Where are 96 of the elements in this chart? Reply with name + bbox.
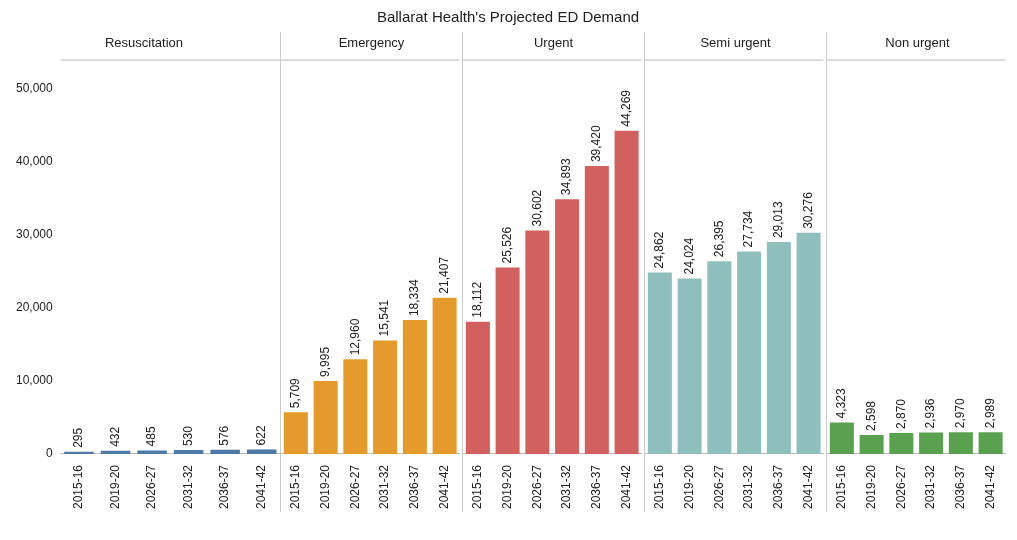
data-label: 24,024	[681, 237, 696, 275]
bar	[859, 434, 884, 454]
bar	[889, 433, 914, 454]
bar	[948, 432, 973, 454]
data-label: 576	[217, 425, 232, 446]
bar	[402, 320, 427, 454]
x-tick-label: 2026-27	[893, 464, 908, 510]
chart-title: Non urgent	[885, 35, 951, 51]
data-label: 432	[107, 426, 122, 447]
x-tick-label: 2036-37	[407, 464, 422, 510]
x-tick-label: 2019-20	[317, 464, 332, 510]
bar	[465, 321, 490, 454]
x-tick-label: 2026-27	[711, 464, 726, 510]
x-tick-label: 2019-20	[499, 464, 514, 510]
data-label: 485	[144, 426, 159, 447]
bar	[829, 422, 854, 454]
bar	[796, 232, 821, 454]
x-tick-label: 2041-42	[982, 464, 997, 510]
data-label: 2,870	[893, 398, 908, 429]
data-label: 15,541	[377, 299, 392, 337]
bar	[978, 432, 1003, 454]
x-tick-label: 2036-37	[217, 464, 232, 510]
data-label: 5,709	[288, 377, 303, 409]
x-tick-label: 2015-16	[834, 464, 849, 510]
data-label: 2,598	[863, 400, 878, 431]
bar	[766, 242, 791, 454]
data-label: 530	[180, 425, 195, 447]
x-tick-label: 2031-32	[923, 464, 938, 510]
chart-title: Urgent	[533, 35, 574, 51]
y-tick-label: 10,000	[16, 373, 54, 388]
data-label: 24,862	[652, 231, 667, 269]
bar	[495, 267, 520, 454]
x-tick-label: 2036-37	[771, 464, 786, 510]
data-label: 34,893	[559, 158, 574, 196]
chart-title: Emergency	[338, 35, 405, 51]
y-tick-label: 40,000	[16, 154, 54, 169]
bar	[737, 251, 762, 454]
x-tick-label: 2026-27	[347, 464, 362, 510]
data-label: 30,602	[529, 189, 544, 227]
y-tick-label: 50,000	[16, 81, 54, 96]
x-tick-label: 2041-42	[436, 464, 451, 510]
bar	[677, 278, 702, 454]
chart-title: Semi urgent	[700, 35, 771, 51]
data-label: 622	[254, 425, 269, 446]
bar	[343, 359, 368, 454]
x-tick-label: 2031-32	[377, 464, 392, 510]
y-tick-label: 0	[46, 446, 54, 461]
x-tick-label: 2031-32	[741, 464, 756, 510]
bar	[647, 272, 672, 454]
x-tick-label: 2015-16	[288, 464, 303, 510]
data-label: 39,420	[589, 125, 604, 163]
x-tick-label: 2015-16	[71, 464, 86, 510]
bar	[584, 166, 609, 454]
data-label: 295	[71, 427, 86, 448]
x-tick-label: 2041-42	[618, 464, 633, 510]
y-tick-label: 30,000	[16, 227, 54, 242]
x-tick-label: 2019-20	[863, 464, 878, 510]
x-tick-label: 2026-27	[144, 464, 159, 510]
bar	[373, 340, 398, 454]
x-tick-label: 2019-20	[107, 464, 122, 510]
data-label: 18,112	[470, 281, 485, 318]
data-label: 25,526	[499, 226, 514, 264]
data-label: 4,323	[834, 388, 849, 419]
bar	[283, 412, 308, 454]
data-label: 18,334	[407, 279, 422, 317]
data-label: 12,960	[347, 318, 362, 356]
x-tick-label: 2015-16	[470, 464, 485, 510]
bar	[555, 199, 580, 454]
data-label: 27,734	[741, 210, 756, 248]
data-label: 29,013	[771, 201, 786, 239]
data-label: 44,269	[618, 89, 633, 127]
bar	[707, 261, 732, 454]
data-label: 30,276	[800, 191, 815, 229]
x-tick-label: 2019-20	[681, 464, 696, 510]
x-tick-label: 2015-16	[652, 464, 667, 510]
data-label: 9,995	[317, 346, 332, 377]
chart-title: Resuscitation	[104, 35, 184, 51]
bar	[614, 130, 639, 454]
text: Ballarat Health's Projected ED Demand	[375, 8, 641, 27]
bar	[525, 230, 550, 454]
x-tick-label: 2031-32	[180, 464, 195, 510]
bar	[432, 297, 457, 454]
x-tick-label: 2036-37	[953, 464, 968, 510]
y-tick-label: 20,000	[16, 300, 54, 315]
data-label: 2,970	[953, 397, 968, 429]
x-tick-label: 2036-37	[589, 464, 604, 510]
x-tick-label: 2041-42	[254, 464, 269, 510]
bar	[313, 380, 338, 454]
x-tick-label: 2026-27	[529, 464, 544, 510]
data-label: 2,989	[982, 397, 997, 429]
data-label: 2,936	[923, 398, 938, 429]
data-label: 21,407	[436, 256, 451, 294]
x-tick-label: 2041-42	[800, 464, 815, 510]
bar	[919, 432, 944, 454]
x-tick-label: 2031-32	[559, 464, 574, 510]
data-label: 26,395	[711, 220, 726, 258]
